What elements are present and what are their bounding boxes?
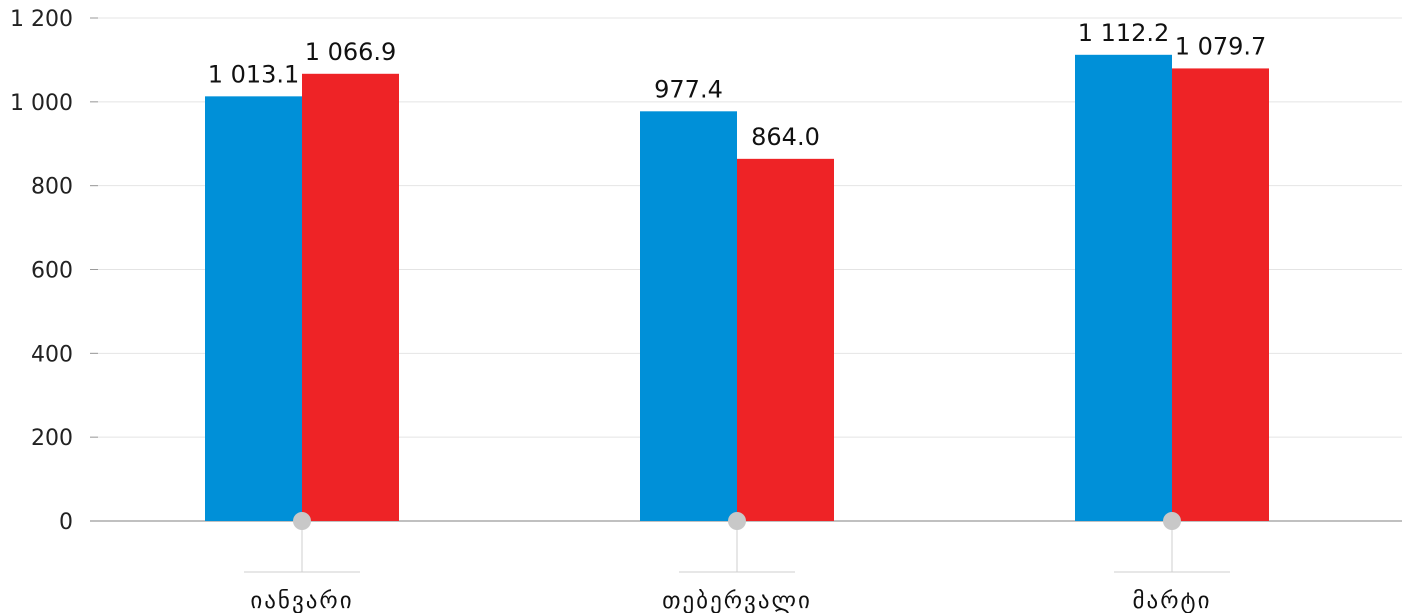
y-tick-label: 1 200 (10, 7, 73, 32)
category-marker-dot (293, 512, 311, 530)
y-tick-label: 200 (31, 426, 73, 451)
data-label: 1 112.2 (1078, 19, 1170, 47)
data-label: 1 066.9 (305, 38, 397, 66)
y-tick-label: 600 (31, 259, 73, 284)
bar-series2-1[interactable] (302, 73, 399, 522)
bar-series1-1[interactable] (205, 96, 302, 521)
data-label: 864.0 (751, 123, 820, 151)
category-label: მარტი (1133, 588, 1212, 613)
y-tick-label: 800 (31, 175, 73, 200)
x-axis-categories: იანვარი თებერვალი მარტი (244, 512, 1230, 613)
y-tick-label: 1 000 (10, 91, 73, 116)
data-label: 977.4 (654, 75, 723, 103)
bar-series1-2[interactable] (640, 111, 737, 521)
data-label: 1 079.7 (1175, 32, 1267, 60)
category-label: იანვარი (250, 588, 353, 613)
y-tick-label: 400 (31, 342, 73, 367)
bar-series2-3[interactable] (1172, 68, 1269, 521)
bar-series2-2[interactable] (737, 158, 834, 521)
y-axis-ticks: 0 200 400 600 800 1 000 1 200 (10, 7, 98, 535)
y-tick-label: 0 (59, 510, 73, 535)
data-label: 1 013.1 (208, 60, 300, 88)
bar-series1-3[interactable] (1075, 54, 1172, 522)
category-marker-dot (1163, 512, 1181, 530)
data-labels: 1 013.1 977.4 1 112.2 1 066.9 864.0 1 079.7 (208, 19, 1267, 151)
bars (205, 54, 1269, 522)
category-label: თებერვალი (662, 588, 812, 613)
category-marker-dot (728, 512, 746, 530)
